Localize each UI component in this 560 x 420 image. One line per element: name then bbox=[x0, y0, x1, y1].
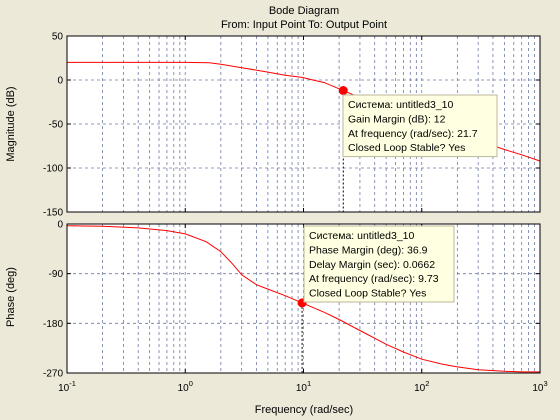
x-tick-label: 100 bbox=[178, 379, 193, 394]
magnitude-datatip-box bbox=[342, 94, 498, 158]
phase-datatip-box bbox=[303, 225, 455, 303]
magnitude-axes-frame bbox=[66, 35, 541, 213]
magnitude-panel: 50 0 -50 -100 -150 Система: untitled3_10 Gain … bbox=[43, 32, 541, 219]
magnitude-y-tick-label: 50 bbox=[52, 32, 64, 43]
magnitude-y-tick-label: 0 bbox=[57, 76, 63, 87]
magnitude-datatip-line: At frequency (rad/sec): 21.7 bbox=[348, 128, 478, 140]
x-tick-label: 102 bbox=[414, 379, 429, 394]
phase-y-tick-label: 0 bbox=[57, 220, 63, 231]
magnitude-datatip-line: Closed Loop Stable? Yes bbox=[348, 142, 465, 154]
magnitude-y-tick-label: -100 bbox=[43, 164, 63, 175]
phase-datatip-line: Система: untitled3_10 bbox=[309, 230, 414, 242]
x-tick-label: 101 bbox=[296, 379, 311, 394]
phase-y-tick-label: -180 bbox=[43, 319, 63, 330]
magnitude-y-tick-label: -150 bbox=[43, 208, 63, 219]
magnitude-datatip-line: Система: untitled3_10 bbox=[348, 99, 453, 111]
phase-y-tick-label: -90 bbox=[49, 269, 64, 280]
phase-panel: 0 -90 -180 -270 Система: untitled3_10 Phase M… bbox=[43, 220, 541, 380]
phase-datatip-line: Delay Margin (sec): 0.0662 bbox=[309, 259, 435, 271]
phase-axes-frame bbox=[66, 223, 541, 374]
phase-datatip-line: Phase Margin (deg): 36.9 bbox=[309, 244, 428, 256]
magnitude-y-tick-label: -50 bbox=[49, 120, 64, 131]
chart-subtitle: From: Input Point To: Output Point bbox=[221, 19, 387, 31]
magnitude-datatip-line: Gain Margin (dB): 12 bbox=[348, 113, 446, 125]
chart-title: Bode Diagram bbox=[269, 5, 339, 17]
magnitude-y-axis-label: Magnitude (dB) bbox=[5, 86, 17, 161]
phase-datatip-line: At frequency (rad/sec): 9.73 bbox=[309, 273, 439, 285]
phase-y-tick-label: -270 bbox=[43, 369, 63, 380]
x-tick-label: 103 bbox=[532, 379, 547, 394]
phase-datatip-line: Closed Loop Stable? Yes bbox=[309, 288, 426, 300]
phase-y-axis-label: Phase (deg) bbox=[5, 267, 17, 327]
plot-panels: 50 0 -50 -100 -150 Система: untitled3_10 Gain … bbox=[43, 32, 548, 395]
magnitude-margin-marker bbox=[338, 86, 348, 96]
x-axis-label: Frequency (rad/sec) bbox=[255, 404, 353, 416]
x-tick-label: 10-1 bbox=[58, 379, 76, 394]
